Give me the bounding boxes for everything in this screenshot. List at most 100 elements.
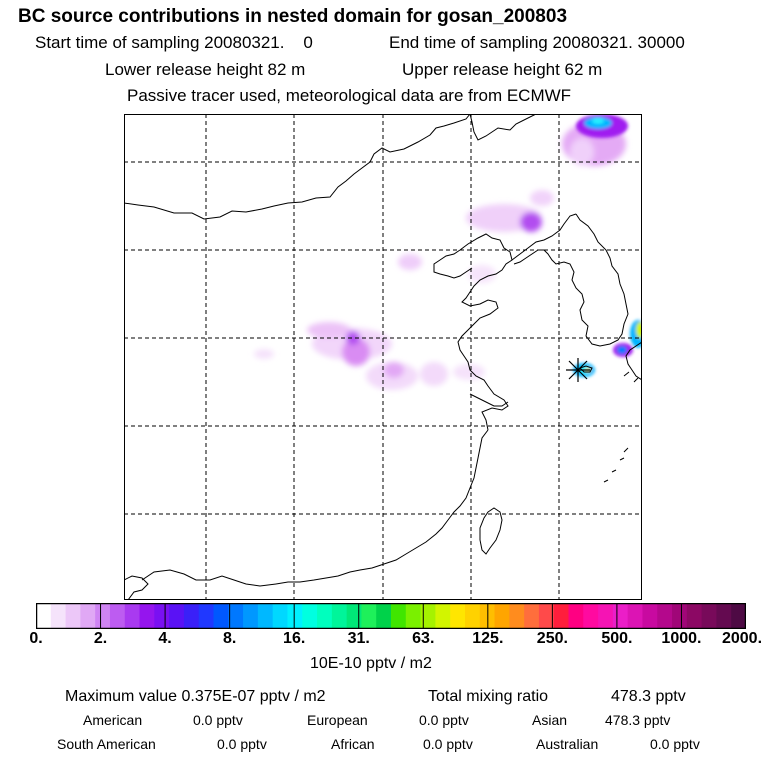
colorbar-cell	[568, 603, 584, 629]
region-name: American	[83, 712, 143, 728]
colorbar-cell	[612, 603, 629, 629]
colorbar-cell	[598, 603, 614, 629]
colorbar-cell	[198, 603, 215, 629]
bohai-coast	[457, 233, 513, 431]
concentration-plume	[254, 122, 626, 390]
colorbar-cell	[524, 603, 540, 629]
receptor-marker	[566, 358, 590, 382]
colorbar-tick-label: 2000.	[721, 630, 763, 647]
colorbar-cell	[65, 603, 81, 629]
colorbar-cell	[435, 603, 451, 629]
colorbar-cell	[80, 603, 96, 629]
lower-release-height: Lower release height 82 m	[105, 60, 306, 79]
colorbar-cell	[583, 603, 599, 629]
jeju-island	[579, 365, 593, 373]
northern-border	[124, 114, 471, 220]
map-background	[124, 114, 642, 600]
end-time-label: End time of sampling 20080321. 30000	[389, 33, 685, 52]
colorbar-cell	[553, 603, 570, 629]
colorbar-tick-label: 1000.	[661, 630, 702, 647]
colorbar-cell	[183, 603, 200, 629]
colorbar-frame	[36, 603, 746, 629]
region-name: Asian	[532, 712, 568, 728]
plume-patch	[342, 338, 370, 366]
colorbar-cell	[124, 603, 141, 629]
yangtze-river	[469, 393, 509, 407]
colorbar-cell	[627, 603, 644, 629]
plume-patch	[468, 265, 496, 283]
coastlines	[124, 114, 642, 600]
region-value: 0.0 pptv	[217, 736, 267, 752]
colorbar-cell	[95, 603, 111, 629]
colorbar-cell	[657, 603, 673, 629]
plume-patch	[570, 138, 594, 166]
hainan-coast	[124, 575, 149, 600]
colorbar-cell	[701, 603, 718, 629]
max-value: Maximum value 0.375E-07 pptv / m2	[65, 688, 326, 705]
plume-patch	[530, 190, 554, 206]
colorbar-cell	[672, 603, 688, 629]
colorbar-cell	[420, 603, 436, 629]
colorbar-cell	[257, 603, 274, 629]
plume-patch	[520, 212, 542, 232]
colorbar-cell	[317, 603, 333, 629]
region-name: African	[331, 736, 375, 752]
start-time-value: 0	[303, 33, 313, 52]
manchuria-border	[469, 114, 537, 141]
bohai-north	[433, 249, 473, 279]
map-frame	[124, 114, 642, 600]
region-value: 0.0 pptv	[423, 736, 473, 752]
region-name: European	[307, 712, 368, 728]
colorbar-cell	[331, 603, 348, 629]
korea-coast	[513, 213, 629, 347]
plume-core	[617, 346, 627, 354]
plume-patch	[398, 254, 422, 270]
colorbar-cell	[464, 603, 481, 629]
colorbar-tick-label: 4.	[158, 630, 172, 647]
colorbar-cell	[228, 603, 244, 629]
colorbar-cell	[287, 603, 303, 629]
colorbar-cell	[109, 603, 126, 629]
upper-release-height: Upper release height 62 m	[402, 60, 603, 79]
korea-border	[511, 213, 577, 261]
colorbar-cell	[686, 603, 703, 629]
plume-patch	[384, 362, 404, 378]
lat-lon-grid	[124, 114, 642, 600]
plume-core	[592, 118, 604, 124]
high-concentration-cores	[573, 114, 642, 377]
japan-kyushu	[625, 341, 642, 381]
model-info: Passive tracer used, meteorological data…	[127, 86, 572, 105]
colorbar-cell	[538, 603, 555, 629]
colorbar-units: 10E-10 pptv / m2	[310, 655, 432, 672]
colorbar-tick-label: 500.	[601, 630, 633, 647]
region-name: Australian	[536, 736, 599, 752]
region-name: South American	[57, 736, 156, 752]
colorbar-cell	[509, 603, 525, 629]
plume-core	[636, 322, 642, 338]
plume-patch	[346, 331, 360, 345]
east-china-coast	[275, 429, 489, 585]
region-value: 0.0 pptv	[650, 736, 700, 752]
colorbar-cell	[361, 603, 377, 629]
region-value: 0.0 pptv	[419, 712, 469, 728]
colorbar-cell	[36, 603, 52, 629]
start-time-label: Start time of sampling 20080321. 0	[35, 33, 313, 52]
colorbar-cell	[272, 603, 289, 629]
source-contribution-map	[124, 114, 642, 600]
total-mixing-value: 478.3 pptv	[611, 688, 686, 705]
colorbar-tick-label: 0.	[29, 630, 43, 647]
taiwan-coast	[479, 507, 503, 555]
colorbar-cell	[450, 603, 466, 629]
colorbar-cell	[243, 603, 259, 629]
colorbar-cell	[405, 603, 422, 629]
colorbar-cell	[169, 603, 185, 629]
colorbar-cell	[213, 603, 229, 629]
plume-patch	[420, 362, 448, 386]
colorbar-cell	[50, 603, 67, 629]
total-mixing-label: Total mixing ratio	[428, 688, 549, 705]
colorbar-cell	[346, 603, 363, 629]
colorbar-tick-label: 8.	[222, 630, 237, 647]
colorbar-tick-label: 16.	[283, 630, 306, 647]
plot-title: BC source contributions in nested domain…	[18, 6, 568, 27]
colorbar-cell	[139, 603, 155, 629]
